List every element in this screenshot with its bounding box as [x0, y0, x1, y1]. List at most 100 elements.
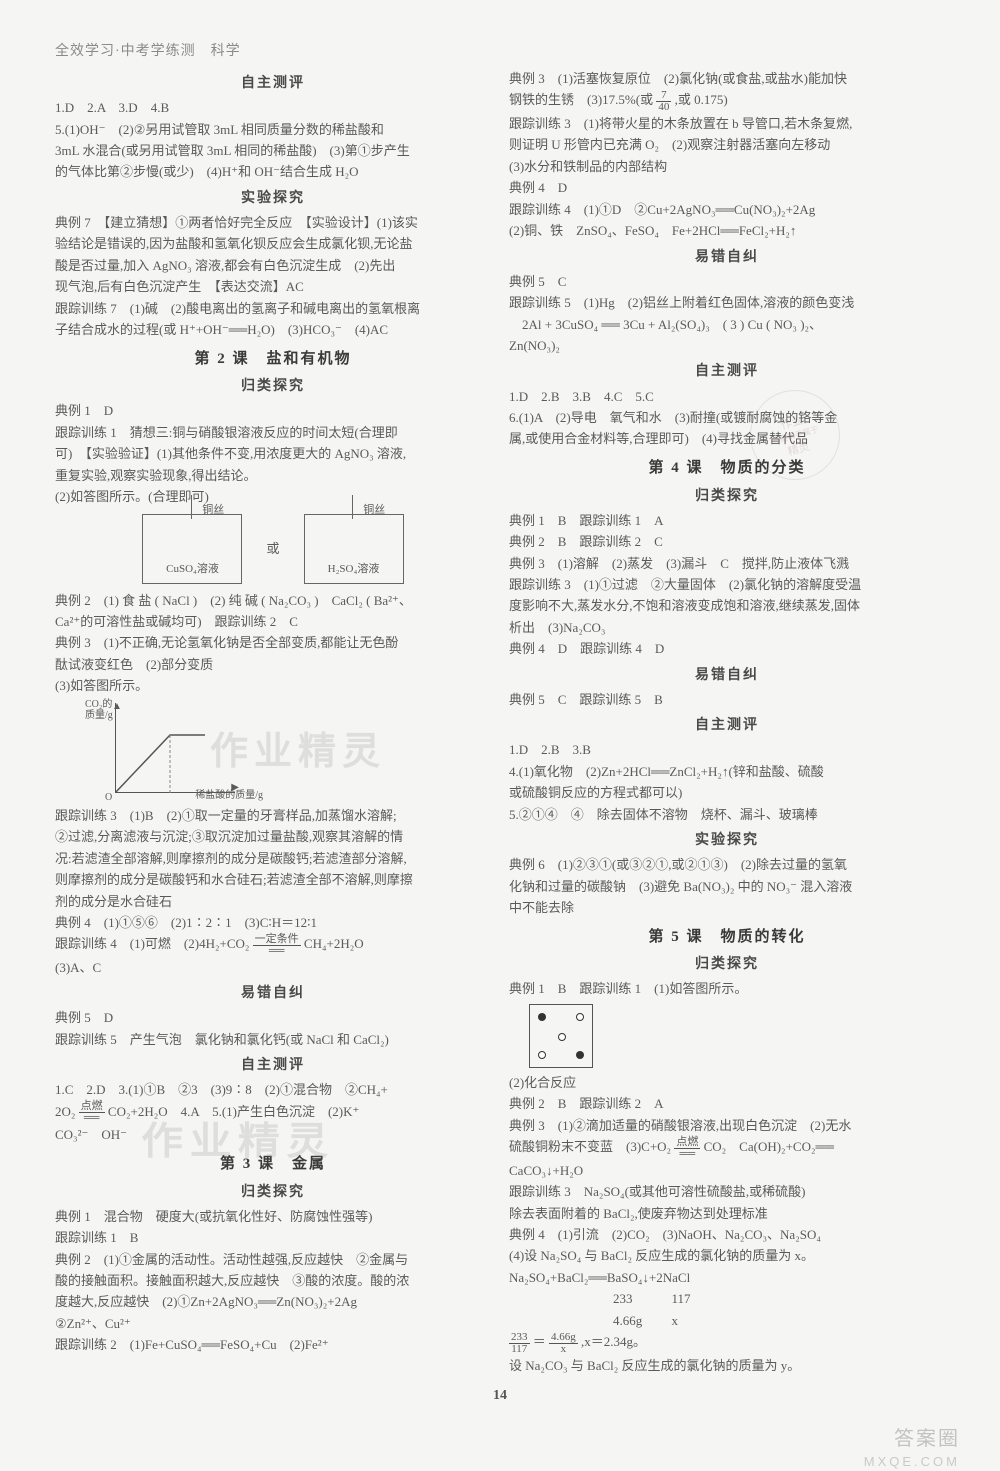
page: 全效学习·中考学练测 科学 自主测评 1.D 2.A 3.D 4.B 5.(1)… [0, 0, 1000, 1434]
text-line: 跟踪训练 4 (1)①D ②Cu+2AgNO₃══Cu(NO₃)₂+2Ag [509, 199, 945, 220]
text-line: 属,或使用合金材料等,合理即可) (4)寻找金属替代品 [509, 428, 945, 449]
arrow-icon: ▲ [112, 699, 122, 716]
text-line: 3mL 水混合(或另用试管取 3mL 相同的稀盐酸) (3)第①步产生 [55, 140, 491, 161]
text-line: 跟踪训练 5 产生气泡 氯化钠和氯化钙(或 NaCl 和 CaCl₂) [55, 1029, 491, 1050]
fraction: 4.66gx [549, 1332, 578, 1355]
text-line: 典例 4 D 跟踪训练 4 D [509, 638, 945, 659]
text-line: 跟踪训练 4 (1)可燃 (2)4H₂+CO₂ 一定条件══ CH₄+2H₂O [55, 933, 491, 957]
text-line: 酸是否过量,加入 AgNO₃ 溶液,都会有白色沉淀生成 (2)先出 [55, 255, 491, 276]
text-line: ②Zn²⁺、Cu²⁺ [55, 1313, 491, 1334]
dot-diagram [529, 1004, 593, 1068]
or-label: 或 [266, 538, 279, 559]
beaker-label: CuSO₄溶液 [166, 560, 219, 578]
text: CO₂ Ca(OH)₂+CO₂══ [704, 1139, 834, 1154]
lesson-title: 第 2 课 盐和有机物 [55, 347, 491, 372]
right-column: 典例 3 (1)活塞恢复原位 (2)氯化钠(或食盐,或盐水)能加快 钢铁的生锈 … [509, 68, 945, 1376]
lesson-title: 第 3 课 金属 [55, 1152, 491, 1177]
text-line: 典例 4 (1)①⑤⑥ (2)1∶2∶1 (3)C∶H＝12∶1 [55, 912, 491, 933]
text-line: 1.D 2.B 3.B [509, 739, 945, 760]
x-label: 稀盐酸的质量/g [195, 788, 263, 805]
text-line: 典例 7 【建立猜想】①两者恰好完全反应 【实验设计】(1)该实 [55, 212, 491, 233]
section-title: 易错自纠 [509, 246, 945, 269]
text-line: 跟踪训练 1 猜想三:铜与硝酸银溶液反应的时间太短(合理即 [55, 422, 491, 443]
text: 钢铁的生锈 (3)17.5%(或 [509, 92, 656, 107]
text-line: 跟踪训练 3 Na₂SO₄(或其他可溶性硫酸盐,或稀硫酸) [509, 1181, 945, 1202]
text-line: 2O₂ 点燃══ CO₂+2H₂O 4.A 5.(1)产生白色沉淀 (2)K⁺ [55, 1101, 491, 1125]
text-line: 跟踪训练 3 (1)①过滤 ②大量固体 (2)氯化钠的溶解度受温 [509, 574, 945, 595]
text-line: 硫酸铜粉末不变蓝 (3)C+O₂ 点燃══ CO₂ Ca(OH)₂+CO₂══ [509, 1136, 945, 1160]
equals: ＝ [533, 1334, 546, 1349]
text-line: 典例 6 (1)②③①(或③②①,或②①③) (2)除去过量的氢氧 [509, 854, 945, 875]
curve-line [115, 723, 205, 793]
text: 硫酸铜粉末不变蓝 (3)C+O₂ [509, 1139, 671, 1154]
text-line: 酞试液变红色 (2)部分变质 [55, 654, 491, 675]
text-line: CO₃²⁻ OH⁻ [55, 1124, 491, 1145]
left-column: 自主测评 1.D 2.A 3.D 4.B 5.(1)OH⁻ (2)②另用试管取 … [55, 68, 491, 1376]
two-columns: 自主测评 1.D 2.A 3.D 4.B 5.(1)OH⁻ (2)②另用试管取 … [55, 68, 945, 1376]
text-line: 除去表面附着的 BaCl₂,使废弃物达到处理标准 [509, 1203, 945, 1224]
text-line: 析出 (3)Na₂CO₃ [509, 617, 945, 638]
footer-watermark-url: MXQE.COM [864, 1454, 960, 1469]
text-line: 4.(1)氧化物 (2)Zn+2HCl══ZnCl₂+H₂↑(锌和盐酸、硫酸 [509, 761, 945, 782]
text-line: 典例 5 D [55, 1007, 491, 1028]
text-line: 剂的成分是水合硅石 [55, 891, 491, 912]
text-line: 典例 4 D [509, 177, 945, 198]
reaction-condition: 点燃══ [674, 1137, 700, 1160]
text: 2O₂ [55, 1104, 75, 1119]
text-line: 典例 2 (1) 食 盐 ( NaCl ) (2) 纯 碱 ( Na₂CO₃ )… [55, 590, 491, 611]
text-line: 重复实验,观察实验现象,得出结论。 [55, 465, 491, 486]
reaction-condition: 一定条件══ [253, 934, 301, 957]
text-line: 233117 ＝ 4.66gx ,x＝2.34g。 [509, 1331, 945, 1355]
lesson-title: 第 5 课 物质的转化 [509, 925, 945, 950]
text: 跟踪训练 4 (1)可燃 (2)4H₂+CO₂ [55, 936, 249, 951]
text-line: 1.D 2.A 3.D 4.B [55, 97, 491, 118]
section-title: 自主测评 [509, 360, 945, 383]
text-line: 6.(1)A (2)导电 氧气和水 (3)耐撞(或镀耐腐蚀的铬等金 [509, 407, 945, 428]
text-line: 典例 5 C 跟踪训练 5 B [509, 689, 945, 710]
text-line: 设 Na₂CO₃ 与 BaCl₂ 反应生成的氯化钠的质量为 y。 [509, 1355, 945, 1376]
footer-watermark: 答案圈 [894, 1422, 960, 1451]
text-line: 跟踪训练 3 (1)B (2)①取一定量的牙膏样品,加蒸馏水溶解; [55, 805, 491, 826]
text-line: 现气泡,后有白色沉淀产生 【表达交流】AC [55, 276, 491, 297]
text-line: (2)化合反应 [509, 1072, 945, 1093]
text-line: 典例 1 混合物 硬度大(或抗氧化性好、防腐蚀性强等) [55, 1206, 491, 1227]
text-line: 典例 1 B 跟踪训练 1 (1)如答图所示。 [509, 978, 945, 999]
text-line: 1.D 2.B 3.B 4.C 5.C [509, 386, 945, 407]
text-line: 中不能去除 [509, 897, 945, 918]
text-line: 典例 1 D [55, 400, 491, 421]
text-line: 化钠和过量的碳酸钠 (3)避免 Ba(NO₃)₂ 中的 NO₃⁻ 混入溶液 [509, 876, 945, 897]
beaker-1: 铜丝 CuSO₄溶液 [142, 514, 242, 584]
beaker-label: H₂SO₄溶液 [328, 560, 380, 578]
text-line: 5.②①④ ④ 除去固体不溶物 烧杯、漏斗、玻璃棒 [509, 804, 945, 825]
text-line: 则摩擦剂的成分是碳酸钙和水合硅石;若滤渣全部不溶解,则摩擦 [55, 869, 491, 890]
text-line: 5.(1)OH⁻ (2)②另用试管取 3mL 相同质量分数的稀盐酸和 [55, 119, 491, 140]
section-title: 易错自纠 [509, 664, 945, 687]
text-line: 2Al + 3CuSO₄ ══ 3Cu + Al₂(SO₄)₃ ( 3 ) Cu… [509, 314, 945, 335]
text-line: 验结论是错误的,因为盐酸和氢氧化钡反应会生成氯化钡,无论盐 [55, 233, 491, 254]
text-line: ②过滤,分离滤液与沉淀;③取沉淀加过量盐酸,观察其溶解的情 [55, 826, 491, 847]
text-line: (4)设 Na₂SO₄ 与 BaCl₂ 反应生成的氯化钠的质量为 x。 [509, 1245, 945, 1266]
section-title: 自主测评 [509, 714, 945, 737]
text-line: 跟踪训练 3 (1)将带火星的木条放置在 b 导管口,若木条复燃, [509, 113, 945, 134]
text-line: 典例 1 B 跟踪训练 1 A [509, 510, 945, 531]
y-label: CO₂的 质量/g [85, 699, 113, 721]
text-line: 4.66g x [509, 1310, 945, 1331]
text-line: 233 117 [509, 1288, 945, 1309]
text-line: Zn(NO₃)₂ [509, 335, 945, 356]
text-line: 典例 3 (1)②滴加适量的硝酸银溶液,出现白色沉淀 (2)无水 [509, 1115, 945, 1136]
text-line: 典例 5 C [509, 271, 945, 292]
section-title: 实验探究 [55, 187, 491, 210]
fraction: 233117 [509, 1332, 530, 1355]
text-line: 跟踪训练 7 (1)碱 (2)酸电离出的氢离子和碱电离出的氢氧根离 [55, 298, 491, 319]
text-line: 钢铁的生锈 (3)17.5%(或 740 ,或 0.175) [509, 89, 945, 113]
text-line: 典例 2 B 跟踪训练 2 A [509, 1093, 945, 1114]
text-line: 可) 【实验验证】(1)其他条件不变,用浓度更大的 AgNO₃ 溶液, [55, 443, 491, 464]
text-line: (2)铜、铁 ZnSO₄、FeSO₄ Fe+2HCl══FeCl₂+H₂↑ [509, 220, 945, 241]
dot-solid-icon [576, 1051, 584, 1059]
dot-open-icon [558, 1033, 566, 1041]
text-line: 则证明 U 形管内已充满 O₂ (2)观察注射器活塞向左移动 [509, 134, 945, 155]
text-line: Na₂SO₄+BaCl₂══BaSO₄↓+2NaCl [509, 1267, 945, 1288]
text-line: 跟踪训练 2 (1)Fe+CuSO₄══FeSO₄+Cu (2)Fe²⁺ [55, 1334, 491, 1355]
text-line: 酸的接触面积。接触面积越大,反应越快 ③酸的浓度。酸的浓 [55, 1270, 491, 1291]
text: CO₂+2H₂O 4.A 5.(1)产生白色沉淀 (2)K⁺ [108, 1104, 359, 1119]
